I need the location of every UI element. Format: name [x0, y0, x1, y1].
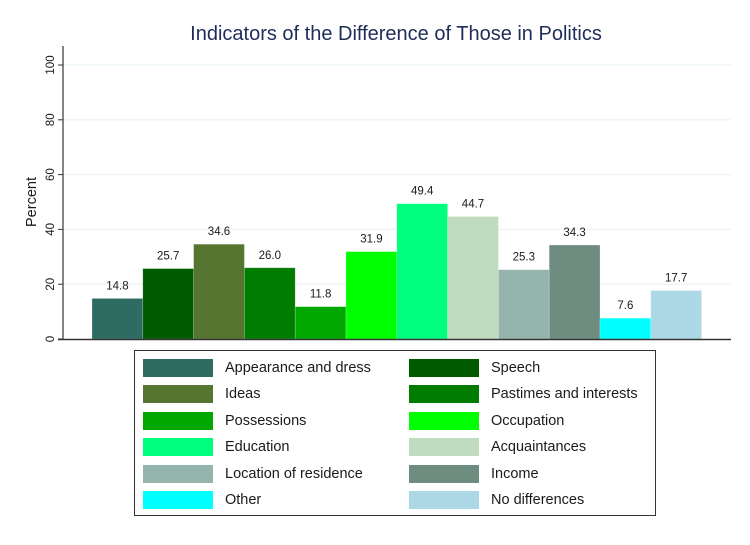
y-axis: 0 20 40 60 80 100	[45, 46, 731, 342]
bar-speech	[142, 268, 194, 340]
legend-swatch	[409, 491, 479, 509]
bar-pastimes-and-interests	[244, 267, 296, 340]
legend-item: Acquaintances	[409, 438, 587, 457]
y-tick-label: 0	[45, 336, 57, 342]
data-label: 25.3	[513, 252, 535, 264]
data-label: 25.7	[157, 251, 179, 263]
legend-label: Other	[225, 492, 262, 508]
y-tick-label: 20	[45, 278, 57, 291]
legend-item: Ideas	[143, 385, 261, 404]
bar-other	[599, 317, 652, 340]
bar-ideas	[193, 243, 245, 340]
legend-label: Ideas	[225, 386, 261, 403]
legend-label: Acquaintances	[491, 439, 587, 456]
legend-swatch	[143, 491, 213, 509]
legend-label: No differences	[491, 492, 585, 508]
data-label: 44.7	[462, 199, 484, 211]
legend-label: Appearance and dress	[225, 360, 371, 376]
legend-swatch	[143, 464, 213, 483]
y-tick-label: 100	[45, 55, 57, 74]
data-label: 26.0	[259, 250, 281, 262]
legend-swatch	[143, 359, 213, 377]
y-tick-label: 40	[45, 223, 57, 236]
legend-label: Location of residence	[225, 465, 363, 482]
legend-item: Location of residence	[143, 464, 363, 483]
bar-education	[396, 203, 448, 340]
legend-item: Possessions	[143, 411, 307, 430]
legend-item: Speech	[409, 359, 540, 377]
legend-label: Speech	[491, 360, 541, 376]
data-label: 14.8	[106, 280, 128, 292]
legend-label: Income	[491, 465, 539, 482]
bar-occupation	[345, 251, 398, 340]
legend-item: Pastimes and interests	[409, 385, 638, 404]
legend-item: Appearance and dress	[143, 359, 371, 377]
data-label: 34.3	[563, 227, 585, 239]
data-label: 34.6	[208, 226, 230, 238]
legend-swatch	[409, 359, 479, 377]
chart-title: Indicators of the Difference of Those in…	[190, 23, 602, 45]
y-tick-label: 80	[45, 113, 57, 126]
legend-swatch	[143, 385, 213, 404]
legend-label: Education	[225, 439, 290, 456]
bars	[91, 203, 702, 340]
bar-acquaintances	[447, 216, 499, 340]
bar-appearance-and-dress	[91, 298, 144, 340]
legend-swatch	[409, 438, 479, 457]
legend-item: Occupation	[409, 411, 565, 430]
data-label: 31.9	[360, 234, 382, 246]
legend-swatch	[409, 411, 479, 430]
legend-item: Other	[143, 491, 261, 509]
legend-swatch	[409, 385, 479, 404]
legend-label: Occupation	[491, 412, 565, 429]
data-label: 11.8	[310, 289, 332, 301]
legend-label: Possessions	[225, 412, 307, 429]
bar-possessions	[294, 306, 347, 340]
legend: Appearance and dress Speech Ideas Pastimes …	[134, 350, 656, 516]
legend-swatch	[143, 411, 213, 430]
legend-item: No differences	[409, 491, 584, 509]
data-labels: 14.8 25.7 34.6 26.0 11.8 31.9 49.4 44.7 25.3 34.3…	[106, 186, 687, 313]
legend-swatch	[143, 438, 213, 457]
bar-location-of-residence	[498, 269, 550, 340]
data-label: 49.4	[411, 186, 434, 198]
legend-swatch	[409, 464, 479, 483]
y-tick-label: 60	[45, 168, 57, 181]
data-label: 7.6	[617, 300, 633, 312]
bar-income	[548, 244, 601, 340]
bar-no-differences	[650, 290, 702, 340]
data-label: 17.7	[665, 273, 687, 285]
legend-item: Income	[409, 464, 539, 483]
y-axis-label: Percent	[24, 177, 40, 227]
legend-item: Education	[143, 438, 290, 457]
legend-label: Pastimes and interests	[491, 386, 638, 403]
